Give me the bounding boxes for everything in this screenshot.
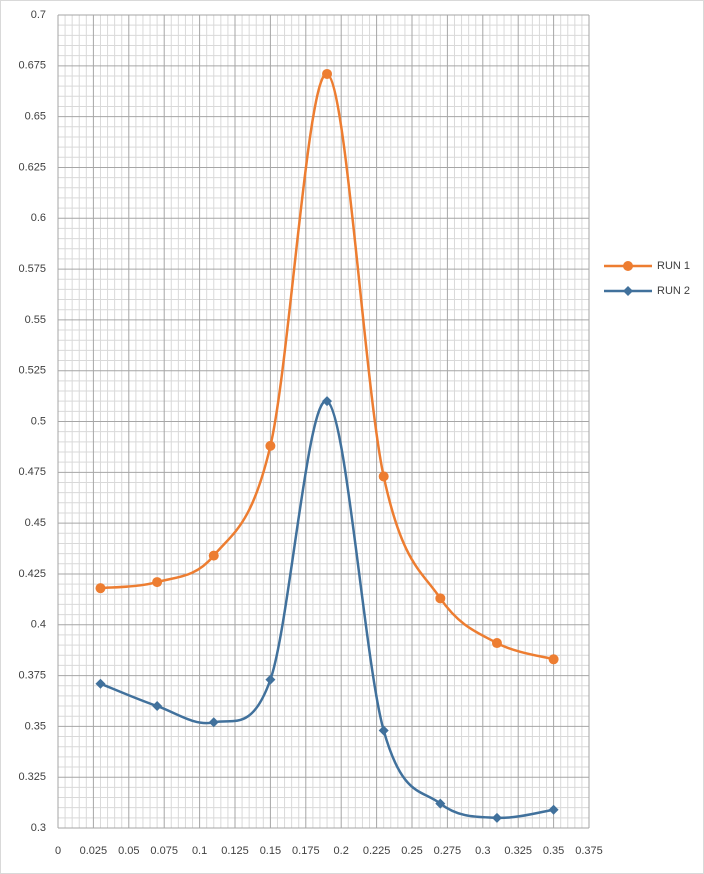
y-tick-label: 0.375: [18, 669, 46, 681]
y-tick-label: 0.475: [18, 466, 46, 478]
marker: [322, 396, 333, 407]
x-tick-label: 0.175: [292, 845, 320, 857]
y-tick-label: 0.625: [18, 161, 46, 173]
x-tick-label: 0.325: [504, 845, 532, 857]
y-tick-label: 0.525: [18, 365, 46, 377]
marker: [152, 701, 163, 712]
marker: [378, 725, 389, 736]
y-tick-label: 0.45: [25, 517, 46, 529]
y-tick-label: 0.65: [25, 111, 46, 123]
x-tick-label: 0.25: [401, 845, 422, 857]
x-tick-label: 0.05: [118, 845, 139, 857]
marker: [435, 798, 446, 809]
y-tick-label: 0.575: [18, 263, 46, 275]
x-tick-label: 0.075: [150, 845, 178, 857]
x-tick-label: 0.125: [221, 845, 249, 857]
marker: [95, 678, 106, 689]
y-tick-label: 0.4: [31, 619, 46, 631]
marker: [378, 471, 389, 482]
marker: [491, 638, 502, 649]
x-tick-label: 0.025: [80, 845, 108, 857]
marker: [95, 583, 106, 594]
y-tick-label: 0.6: [31, 212, 46, 224]
y-tick-label: 0.55: [25, 314, 46, 326]
marker: [152, 577, 163, 588]
x-tick-label: 0: [55, 845, 61, 857]
legend-label: RUN 2: [657, 285, 690, 297]
marker: [208, 717, 219, 728]
marker: [322, 68, 333, 79]
marker: [265, 674, 276, 685]
marker: [265, 440, 276, 451]
x-tick-label: 0.35: [543, 845, 564, 857]
x-tick-label: 0.15: [260, 845, 281, 857]
y-tick-label: 0.325: [18, 771, 46, 783]
marker: [491, 812, 502, 823]
x-tick-label: 0.275: [434, 845, 462, 857]
y-tick-label: 0.35: [25, 720, 46, 732]
marker: [208, 550, 219, 561]
x-tick-label: 0.1: [192, 845, 207, 857]
legend-marker: [623, 286, 633, 296]
marker: [548, 654, 559, 665]
marker: [548, 804, 559, 815]
legend-label: RUN 1: [657, 260, 690, 272]
y-tick-label: 0.3: [31, 822, 46, 834]
y-tick-label: 0.7: [31, 9, 46, 21]
x-tick-label: 0.225: [363, 845, 391, 857]
x-tick-label: 0.2: [334, 845, 349, 857]
y-tick-label: 0.675: [18, 60, 46, 72]
marker: [435, 593, 446, 604]
x-tick-label: 0.3: [475, 845, 490, 857]
y-tick-label: 0.5: [31, 415, 46, 427]
y-tick-label: 0.425: [18, 568, 46, 580]
x-tick-label: 0.375: [575, 845, 603, 857]
legend-marker: [623, 261, 633, 271]
